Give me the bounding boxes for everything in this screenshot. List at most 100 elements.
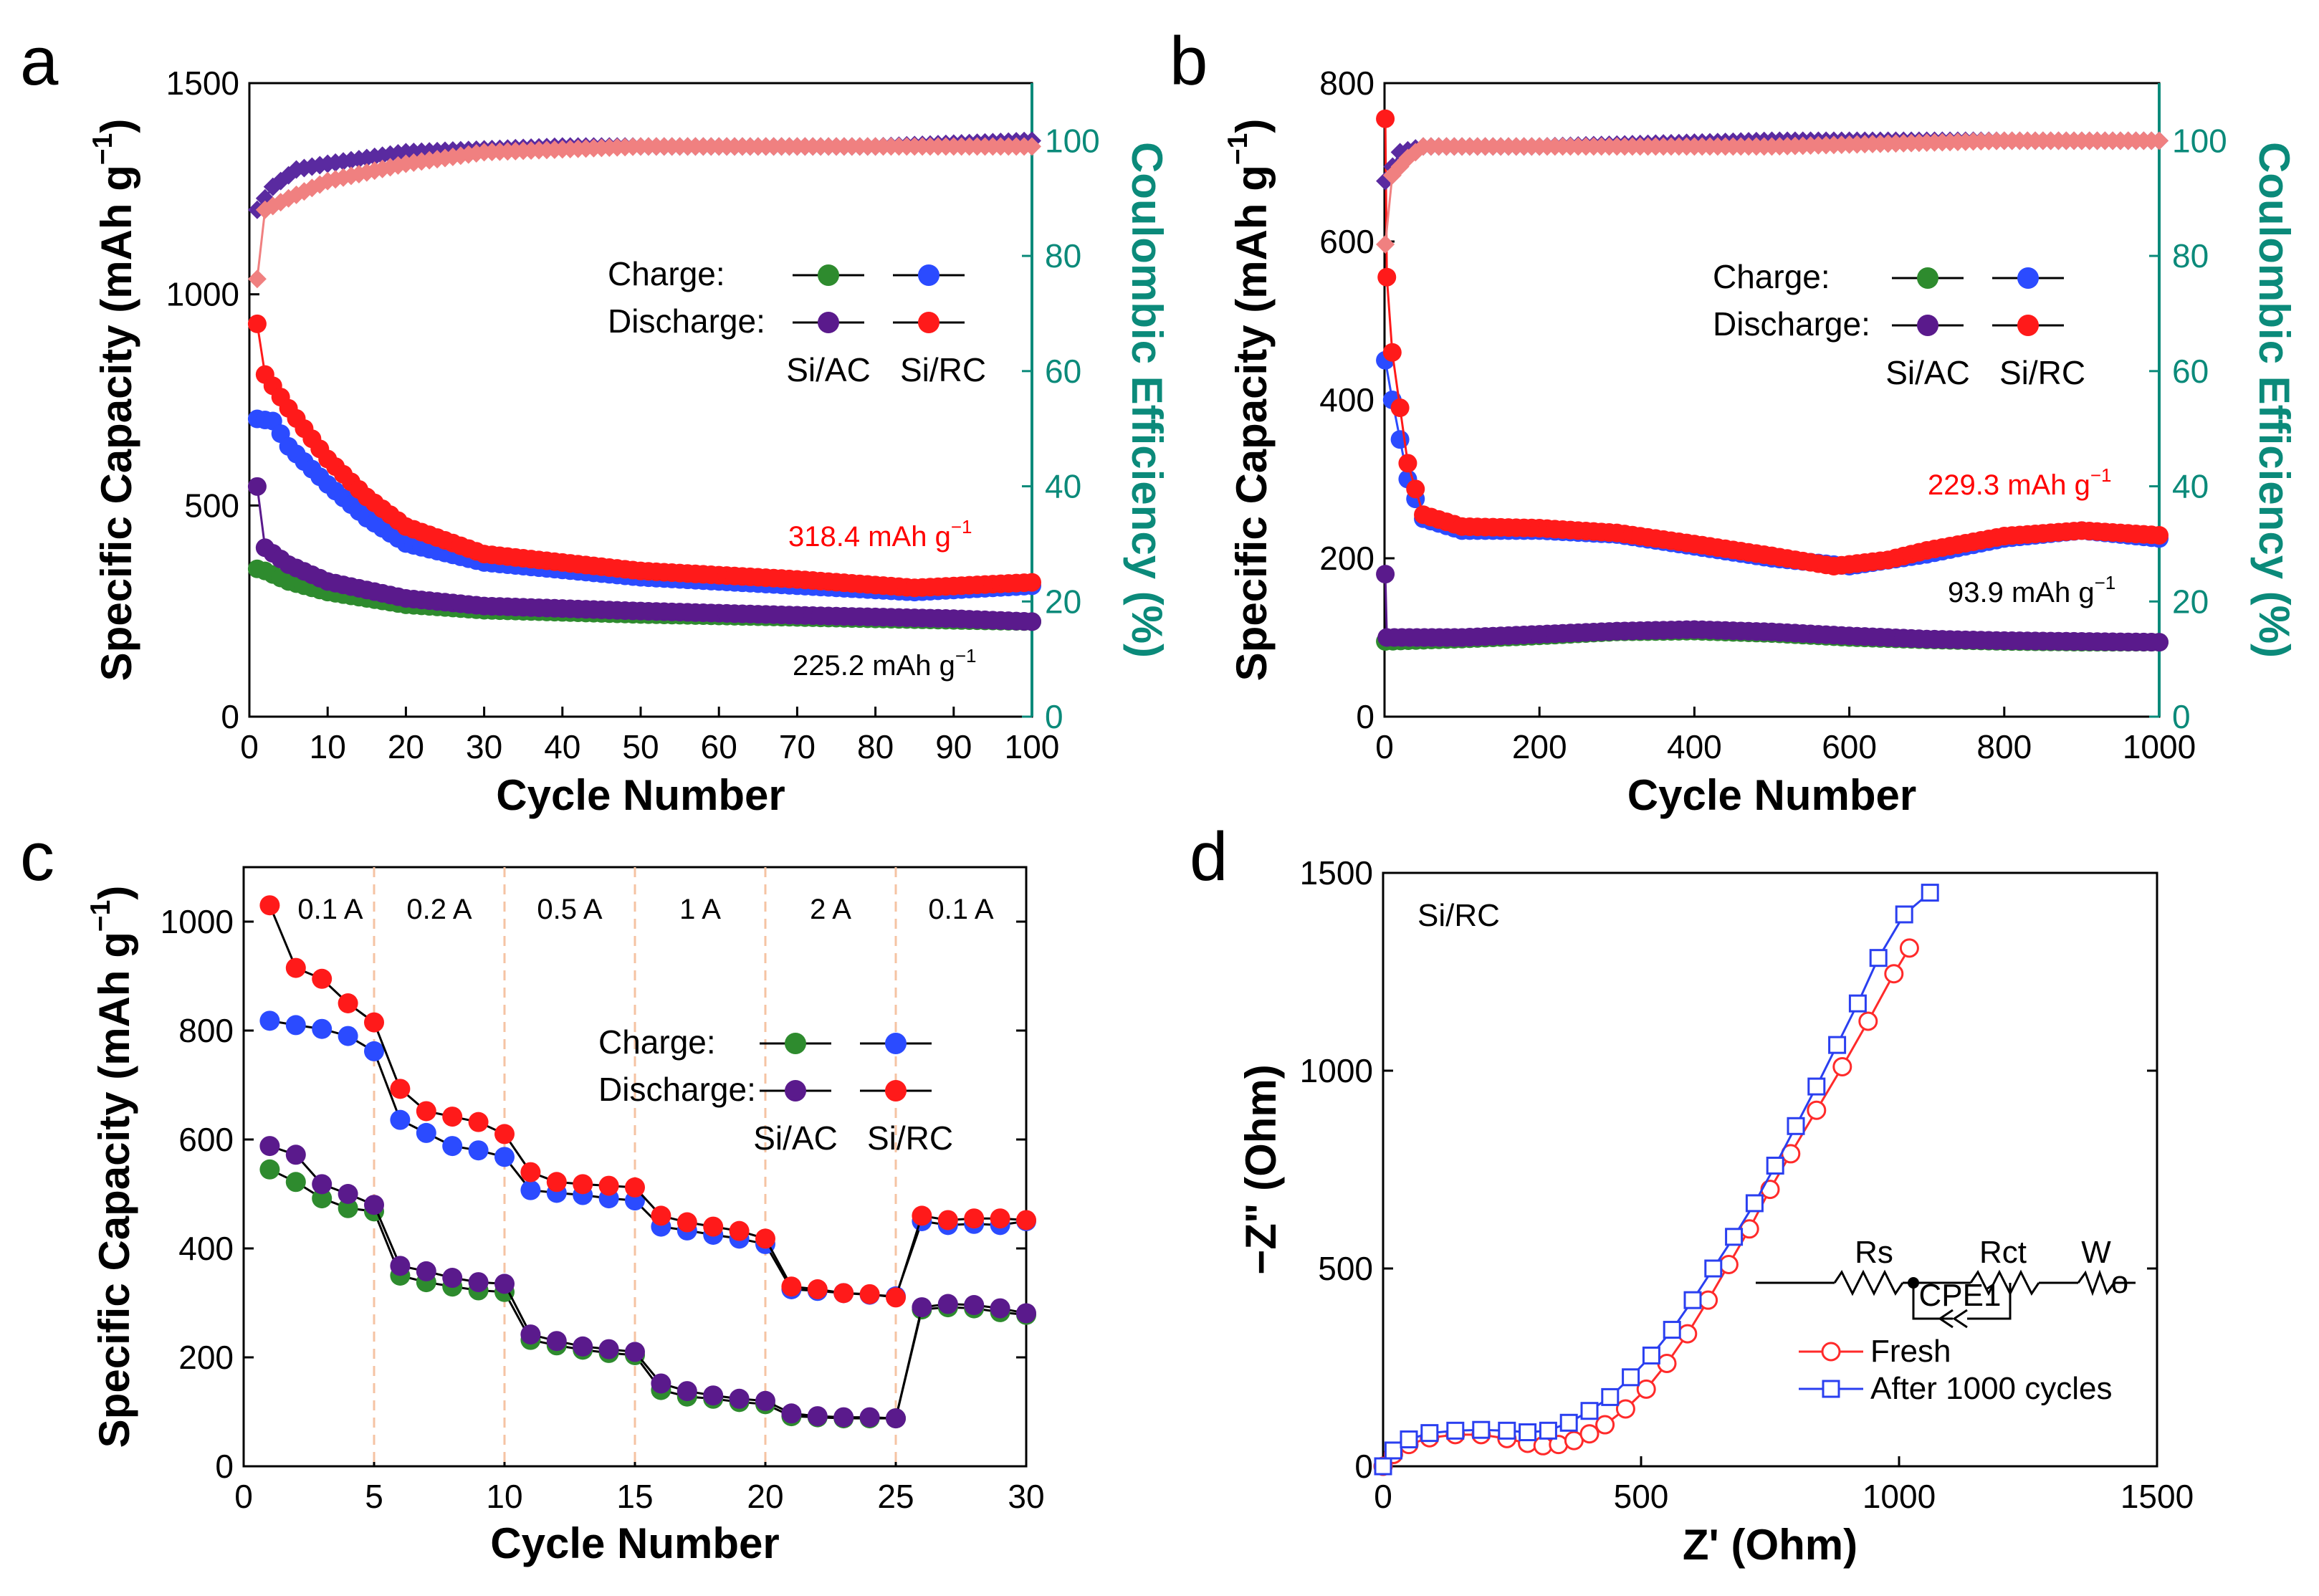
eis-point (1657, 1353, 1677, 1373)
y2-tick-label: 100 (2172, 122, 2227, 159)
y-tick-label: 600 (1319, 223, 1374, 260)
rate-point (833, 1283, 854, 1304)
rate-point (781, 1276, 802, 1297)
x-tick-label: 1000 (1863, 1478, 1936, 1515)
x-tick-label: 5 (365, 1478, 383, 1515)
rate-point (338, 993, 358, 1013)
rate-point (312, 1188, 333, 1209)
capacity-point (1376, 109, 1395, 128)
rate-point (625, 1177, 645, 1198)
series-line (1384, 139, 2159, 245)
eis-point (1832, 1056, 1852, 1076)
x-tick-label: 500 (1614, 1478, 1669, 1515)
rate-point (338, 1198, 358, 1218)
eis-point (1704, 1259, 1723, 1278)
rate-point (494, 1147, 515, 1167)
circuit-warburg (2077, 1269, 2115, 1296)
efficiency-point (1376, 235, 1395, 254)
eis-point (1807, 1077, 1826, 1096)
eis-point (1678, 1324, 1698, 1344)
y2-tick-label: 0 (1045, 698, 1063, 735)
capacity-point (1023, 612, 1041, 631)
rate-point (312, 1174, 333, 1195)
legend-marker (1822, 1380, 1840, 1398)
efficiency-point (247, 269, 267, 289)
capacity-point (1390, 398, 1410, 418)
legend-marker (2017, 315, 2039, 336)
panel-letter-b: b (1170, 23, 1208, 100)
capacity-point (1406, 479, 1425, 499)
capacity-point (1376, 565, 1395, 584)
rate-point (859, 1284, 880, 1304)
legend-marker (885, 1033, 907, 1054)
x-tick-label: 0 (1375, 728, 1394, 765)
legend-charge-label: Charge: (1713, 258, 1830, 295)
capacity-point (1390, 430, 1410, 449)
rate-point (676, 1212, 697, 1233)
rate-label: 0.5 A (537, 894, 603, 925)
y2-tick-label: 0 (2172, 698, 2191, 735)
legend-fresh: Fresh (1870, 1334, 1951, 1369)
efficiency-axis-title: Coulombic Efficiency (%) (2250, 142, 2298, 658)
rate-point (259, 1136, 280, 1157)
eis-point (1858, 1011, 1878, 1031)
x-axis-title: Z' (Ohm) (1683, 1521, 1857, 1569)
equivalent-circuit (1756, 1269, 2136, 1329)
circuit-label-cpe: CPE1 (1919, 1278, 2002, 1313)
eis-line (1382, 892, 1931, 1467)
y2-tick-label: 80 (2172, 237, 2209, 274)
eis-point (1895, 905, 1913, 924)
capacity-point (1382, 343, 1402, 362)
eis-point (1745, 1194, 1764, 1213)
rate-point (807, 1406, 828, 1427)
eis-point (1663, 1321, 1681, 1339)
eis-point (1615, 1399, 1635, 1419)
rate-point (468, 1140, 489, 1161)
rate-point (312, 1018, 333, 1039)
y-tick-label: 200 (178, 1339, 234, 1376)
y-tick-label: 800 (1319, 64, 1374, 102)
rate-point (755, 1228, 775, 1249)
legend-marker (918, 264, 939, 286)
rate-point (416, 1261, 436, 1281)
rate-point (859, 1407, 880, 1428)
y2-tick-label: 40 (1045, 468, 1081, 505)
x-tick-label: 40 (544, 728, 580, 765)
eis-point (1595, 1415, 1615, 1435)
rate-point (833, 1407, 854, 1428)
rate-point (259, 1010, 280, 1031)
rate-point (1016, 1303, 1036, 1324)
rate-point (312, 968, 333, 989)
y2-tick-label: 80 (1045, 237, 1081, 274)
x-tick-label: 70 (779, 728, 816, 765)
rate-point (573, 1174, 593, 1195)
rate-point (886, 1287, 906, 1308)
x-tick-label: 30 (1008, 1478, 1044, 1515)
eis-point (1921, 884, 1939, 902)
circuit-cpe (1938, 1309, 1968, 1329)
eis-point (1787, 1117, 1805, 1135)
rate-point (886, 1408, 906, 1429)
y-axis-title: Specific Capacity (mAh g−1) (85, 886, 138, 1448)
eis-point (1884, 964, 1904, 984)
eis-point (1374, 1457, 1392, 1476)
capacity-point (247, 477, 267, 496)
legend-sample-si-rc: Si/RC (900, 351, 986, 388)
legend-marker (885, 1080, 907, 1102)
capacity-point (1377, 267, 1397, 287)
rate-point (442, 1268, 463, 1289)
eis-point (1601, 1387, 1620, 1406)
rate-point (651, 1373, 671, 1394)
legend-sample-si-rc: Si/RC (1999, 354, 2085, 391)
rate-point (338, 1184, 358, 1204)
y2-tick-label: 20 (1045, 583, 1081, 620)
rate-point (390, 1079, 411, 1099)
legend-discharge-label: Discharge: (1713, 305, 1870, 343)
x-tick-label: 60 (701, 728, 737, 765)
rate-point (729, 1220, 750, 1241)
y-tick-label: 0 (1356, 698, 1374, 735)
rate-point (520, 1324, 541, 1345)
legend-marker (818, 312, 839, 333)
rate-point (651, 1205, 671, 1226)
eis-point (1519, 1423, 1537, 1442)
